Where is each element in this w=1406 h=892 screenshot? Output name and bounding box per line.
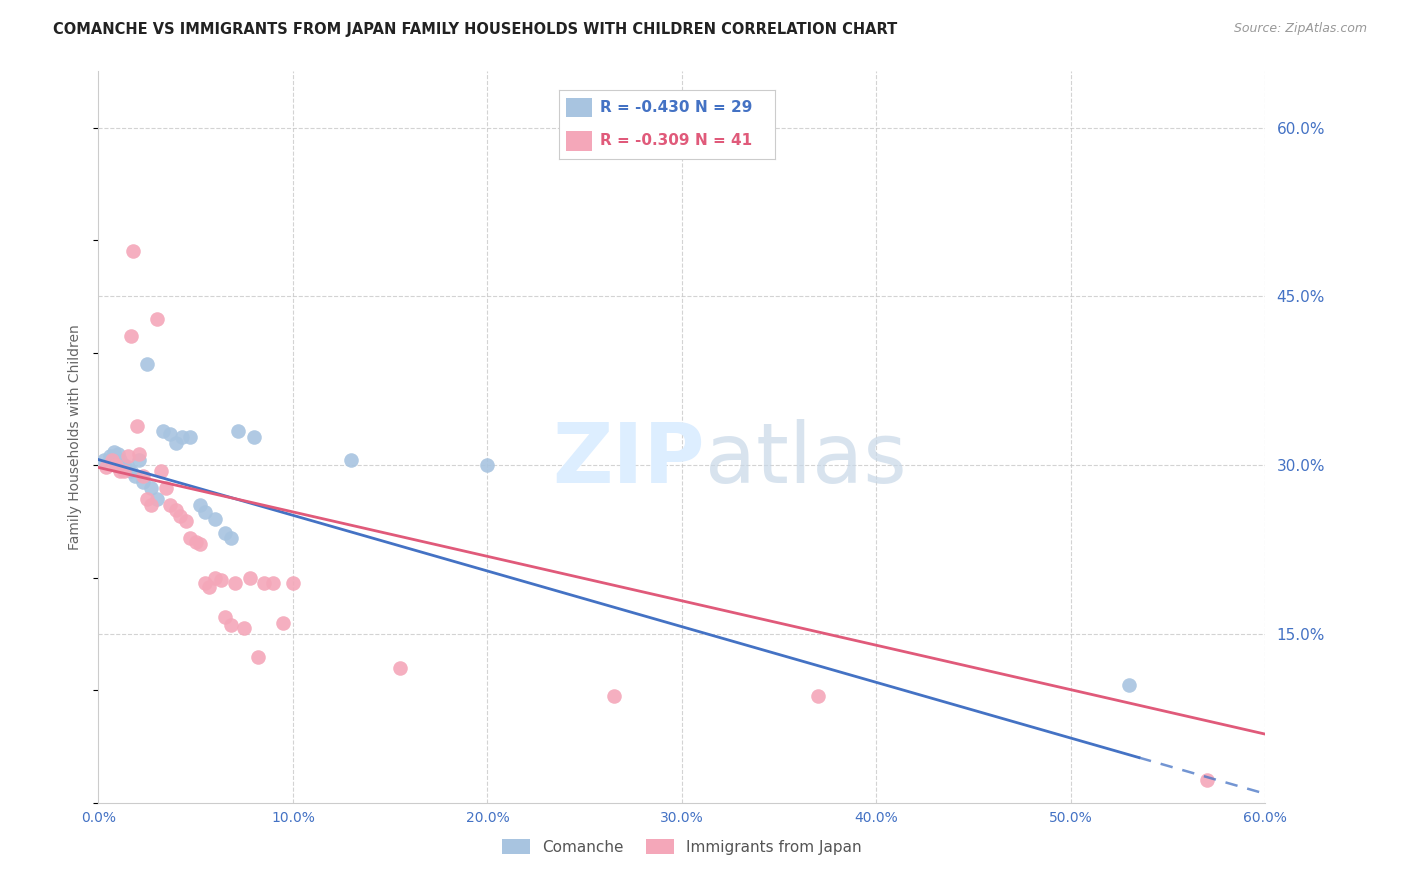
Text: COMANCHE VS IMMIGRANTS FROM JAPAN FAMILY HOUSEHOLDS WITH CHILDREN CORRELATION CH: COMANCHE VS IMMIGRANTS FROM JAPAN FAMILY…: [53, 22, 897, 37]
Point: [103, 444, 125, 458]
Text: Source: ZipAtlas.com: Source: ZipAtlas.com: [1233, 22, 1367, 36]
Point: [477, 458, 499, 473]
Point: [108, 464, 131, 478]
Point: [388, 661, 411, 675]
Point: [98, 449, 121, 463]
Point: [204, 512, 226, 526]
Point: [219, 618, 242, 632]
Point: [132, 469, 155, 483]
Point: [159, 498, 181, 512]
Point: [219, 532, 242, 546]
Point: [243, 430, 266, 444]
Point: [194, 506, 217, 520]
Point: [188, 498, 211, 512]
Point: [121, 464, 143, 478]
Point: [228, 425, 250, 439]
Text: ZIP: ZIP: [553, 418, 706, 500]
Point: [146, 491, 169, 506]
Point: [1195, 773, 1218, 788]
Point: [104, 458, 127, 473]
Point: [204, 571, 226, 585]
Point: [121, 328, 143, 343]
Point: [96, 460, 118, 475]
Point: [271, 615, 294, 630]
Point: [170, 430, 193, 444]
Point: [184, 534, 207, 549]
Point: [262, 576, 284, 591]
Point: [117, 449, 139, 463]
Point: [188, 537, 211, 551]
Point: [253, 576, 276, 591]
Y-axis label: Family Households with Children: Family Households with Children: [69, 324, 83, 550]
Point: [1118, 678, 1140, 692]
Point: [107, 447, 129, 461]
Point: [239, 571, 262, 585]
Point: [165, 435, 187, 450]
Point: [132, 475, 155, 489]
Point: [209, 573, 232, 587]
Point: [179, 430, 201, 444]
Point: [246, 649, 269, 664]
Point: [117, 460, 139, 475]
Point: [128, 452, 150, 467]
Point: [112, 464, 135, 478]
Point: [340, 452, 363, 467]
Point: [807, 689, 830, 703]
Point: [124, 469, 146, 483]
Point: [146, 312, 169, 326]
Point: [127, 418, 149, 433]
Point: [139, 481, 162, 495]
Point: [214, 525, 236, 540]
Point: [152, 425, 174, 439]
Point: [128, 447, 150, 461]
Legend: Comanche, Immigrants from Japan: Comanche, Immigrants from Japan: [496, 833, 868, 861]
Point: [169, 508, 191, 523]
Point: [108, 452, 131, 467]
Point: [139, 498, 162, 512]
Point: [112, 458, 135, 473]
Point: [149, 464, 172, 478]
Point: [224, 576, 246, 591]
Point: [214, 610, 236, 624]
Point: [198, 580, 221, 594]
Point: [174, 515, 197, 529]
Point: [159, 426, 181, 441]
Point: [233, 621, 256, 635]
Point: [179, 532, 201, 546]
Point: [93, 452, 115, 467]
Point: [194, 576, 217, 591]
Point: [136, 491, 159, 506]
Point: [603, 689, 626, 703]
Text: atlas: atlas: [706, 418, 907, 500]
Point: [122, 244, 145, 259]
Point: [136, 357, 159, 371]
Point: [165, 503, 187, 517]
Point: [281, 576, 304, 591]
Point: [101, 452, 124, 467]
Point: [155, 481, 177, 495]
